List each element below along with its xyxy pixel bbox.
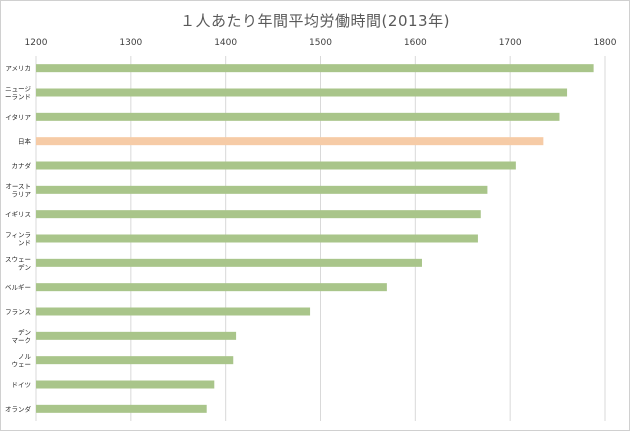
- category-label-4: カナダ: [12, 161, 32, 170]
- bar-8: [36, 258, 422, 267]
- x-tick-label-1600: 1600: [404, 38, 427, 48]
- category-label-14: オランダ: [5, 404, 32, 413]
- category-label-5: オーストラリア: [5, 182, 31, 198]
- category-label-13: ドイツ: [12, 381, 32, 389]
- bar-6: [36, 210, 481, 219]
- x-tick-label-1300: 1300: [119, 38, 142, 48]
- chart-title: １人あたり年間平均労働時間(2013年): [180, 12, 450, 30]
- category-label-1: ニュージーランド: [5, 85, 31, 101]
- category-label-0: アメリカ: [5, 65, 31, 73]
- x-tick-label-1800: 1800: [594, 38, 617, 48]
- category-label-3: 日本: [18, 137, 32, 146]
- category-label-9: ベルギー: [5, 284, 31, 292]
- x-tick-label-1500: 1500: [309, 38, 332, 48]
- x-tick-label-1700: 1700: [499, 38, 522, 48]
- bar-0: [36, 64, 594, 73]
- bar-2: [36, 112, 560, 121]
- category-label-7: フィンランド: [5, 231, 31, 247]
- x-tick-label-1200: 1200: [25, 38, 48, 48]
- bar-1: [36, 88, 568, 97]
- bar-10: [36, 307, 311, 316]
- category-label-11: デンマーク: [12, 327, 32, 344]
- bar-14: [36, 404, 207, 413]
- category-label-2: イタリア: [5, 112, 31, 121]
- bar-9: [36, 283, 387, 292]
- bar-4: [36, 161, 516, 170]
- category-label-6: イギリス: [5, 211, 31, 219]
- category-label-12: ノルウェー: [12, 353, 32, 369]
- bar-13: [36, 380, 215, 389]
- category-label-10: フランス: [5, 308, 31, 316]
- bar-12: [36, 356, 234, 365]
- category-label-8: スウェーデン: [5, 255, 31, 271]
- bar-5: [36, 185, 488, 194]
- x-tick-label-1400: 1400: [214, 38, 237, 48]
- bar-11: [36, 331, 237, 340]
- bar-7: [36, 234, 478, 243]
- bar-3: [36, 137, 544, 146]
